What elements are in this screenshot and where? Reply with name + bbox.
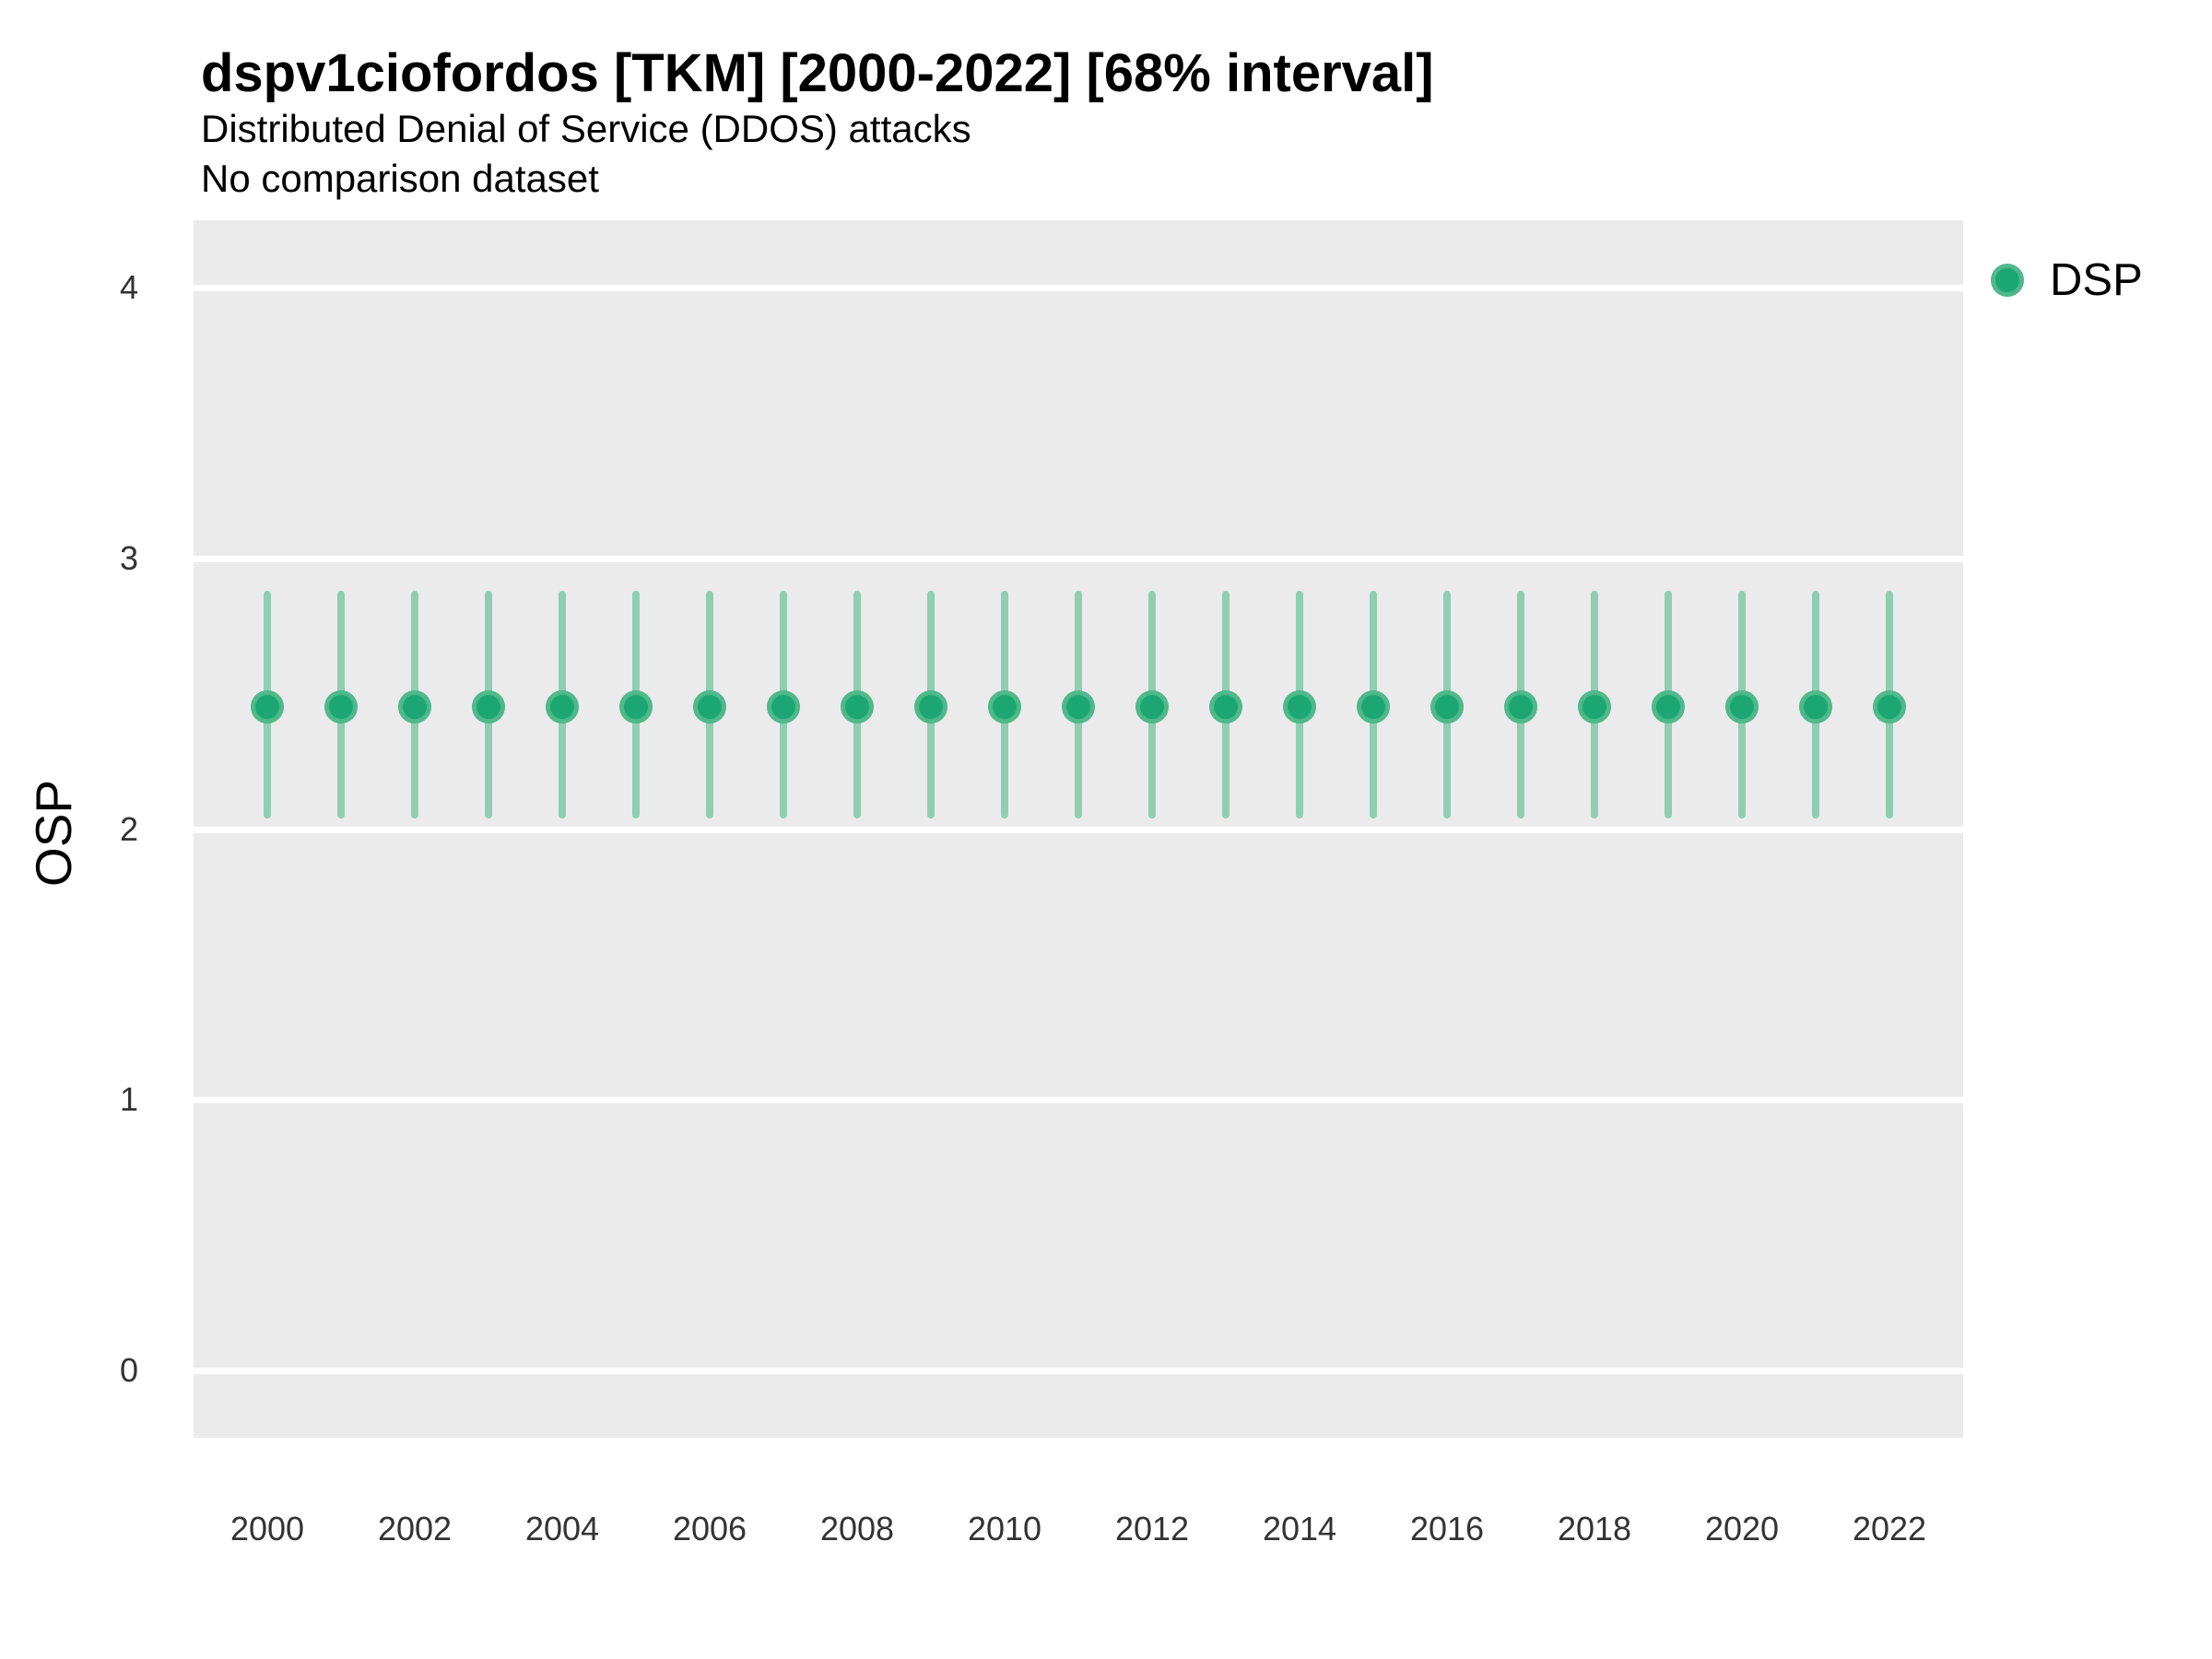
chart-subtitle: Distributed Denial of Service (DDOS) att… bbox=[201, 107, 971, 150]
data-point-2016 bbox=[1430, 690, 1464, 724]
data-point-2009 bbox=[914, 690, 947, 724]
data-point-2008 bbox=[841, 690, 874, 724]
x-tick-label-2012: 2012 bbox=[1114, 1510, 1190, 1547]
plot-panel bbox=[194, 220, 1963, 1438]
x-tick-label-2000: 2000 bbox=[229, 1510, 305, 1547]
x-tick-label-2022: 2022 bbox=[1852, 1510, 1927, 1547]
x-tick-label-2002: 2002 bbox=[377, 1510, 453, 1547]
data-point-2021 bbox=[1799, 690, 1832, 724]
x-tick-label-2008: 2008 bbox=[819, 1510, 895, 1547]
data-point-2002 bbox=[398, 690, 431, 724]
data-point-2015 bbox=[1357, 690, 1390, 724]
legend-item-label: DSP bbox=[2050, 255, 2143, 305]
chart-note: No comparison dataset bbox=[201, 157, 599, 200]
y-tick-label-1: 1 bbox=[119, 1080, 138, 1119]
gridline-y-3 bbox=[194, 555, 1963, 562]
y-tick-label-4: 4 bbox=[119, 268, 138, 307]
data-point-2005 bbox=[619, 690, 653, 724]
data-point-2001 bbox=[324, 690, 358, 724]
data-point-2007 bbox=[767, 690, 800, 724]
legend-point-icon bbox=[1991, 264, 2024, 297]
y-tick-label-0: 0 bbox=[119, 1350, 138, 1389]
x-tick-label-2010: 2010 bbox=[967, 1510, 1042, 1547]
data-point-2019 bbox=[1652, 690, 1685, 724]
gridline-y-2 bbox=[194, 826, 1963, 833]
x-tick-label-2006: 2006 bbox=[672, 1510, 747, 1547]
gridline-y-1 bbox=[194, 1097, 1963, 1104]
chart-title: dspv1ciofordos [TKM] [2000-2022] [68% in… bbox=[201, 43, 1434, 103]
y-tick-label-2: 2 bbox=[119, 809, 138, 848]
data-point-2020 bbox=[1725, 690, 1759, 724]
y-axis-title: OSP bbox=[25, 779, 82, 888]
gridline-y-4 bbox=[194, 285, 1963, 292]
data-point-2018 bbox=[1578, 690, 1611, 724]
data-point-2000 bbox=[251, 690, 284, 724]
data-point-2012 bbox=[1135, 690, 1169, 724]
data-point-2010 bbox=[988, 690, 1021, 724]
data-point-2014 bbox=[1283, 690, 1316, 724]
y-tick-label-3: 3 bbox=[119, 538, 138, 577]
data-point-2011 bbox=[1062, 690, 1095, 724]
x-tick-label-2014: 2014 bbox=[1262, 1510, 1337, 1547]
data-point-2013 bbox=[1209, 690, 1242, 724]
data-point-2022 bbox=[1873, 690, 1906, 724]
gridline-y-0 bbox=[194, 1367, 1963, 1374]
data-point-2003 bbox=[472, 690, 505, 724]
x-tick-label-2004: 2004 bbox=[524, 1510, 600, 1547]
x-tick-label-2020: 2020 bbox=[1704, 1510, 1780, 1547]
x-tick-label-2016: 2016 bbox=[1409, 1510, 1485, 1547]
data-point-2017 bbox=[1504, 690, 1537, 724]
data-point-2004 bbox=[546, 690, 579, 724]
data-point-2006 bbox=[693, 690, 726, 724]
legend: DSP bbox=[1991, 254, 2143, 306]
x-tick-label-2018: 2018 bbox=[1557, 1510, 1632, 1547]
